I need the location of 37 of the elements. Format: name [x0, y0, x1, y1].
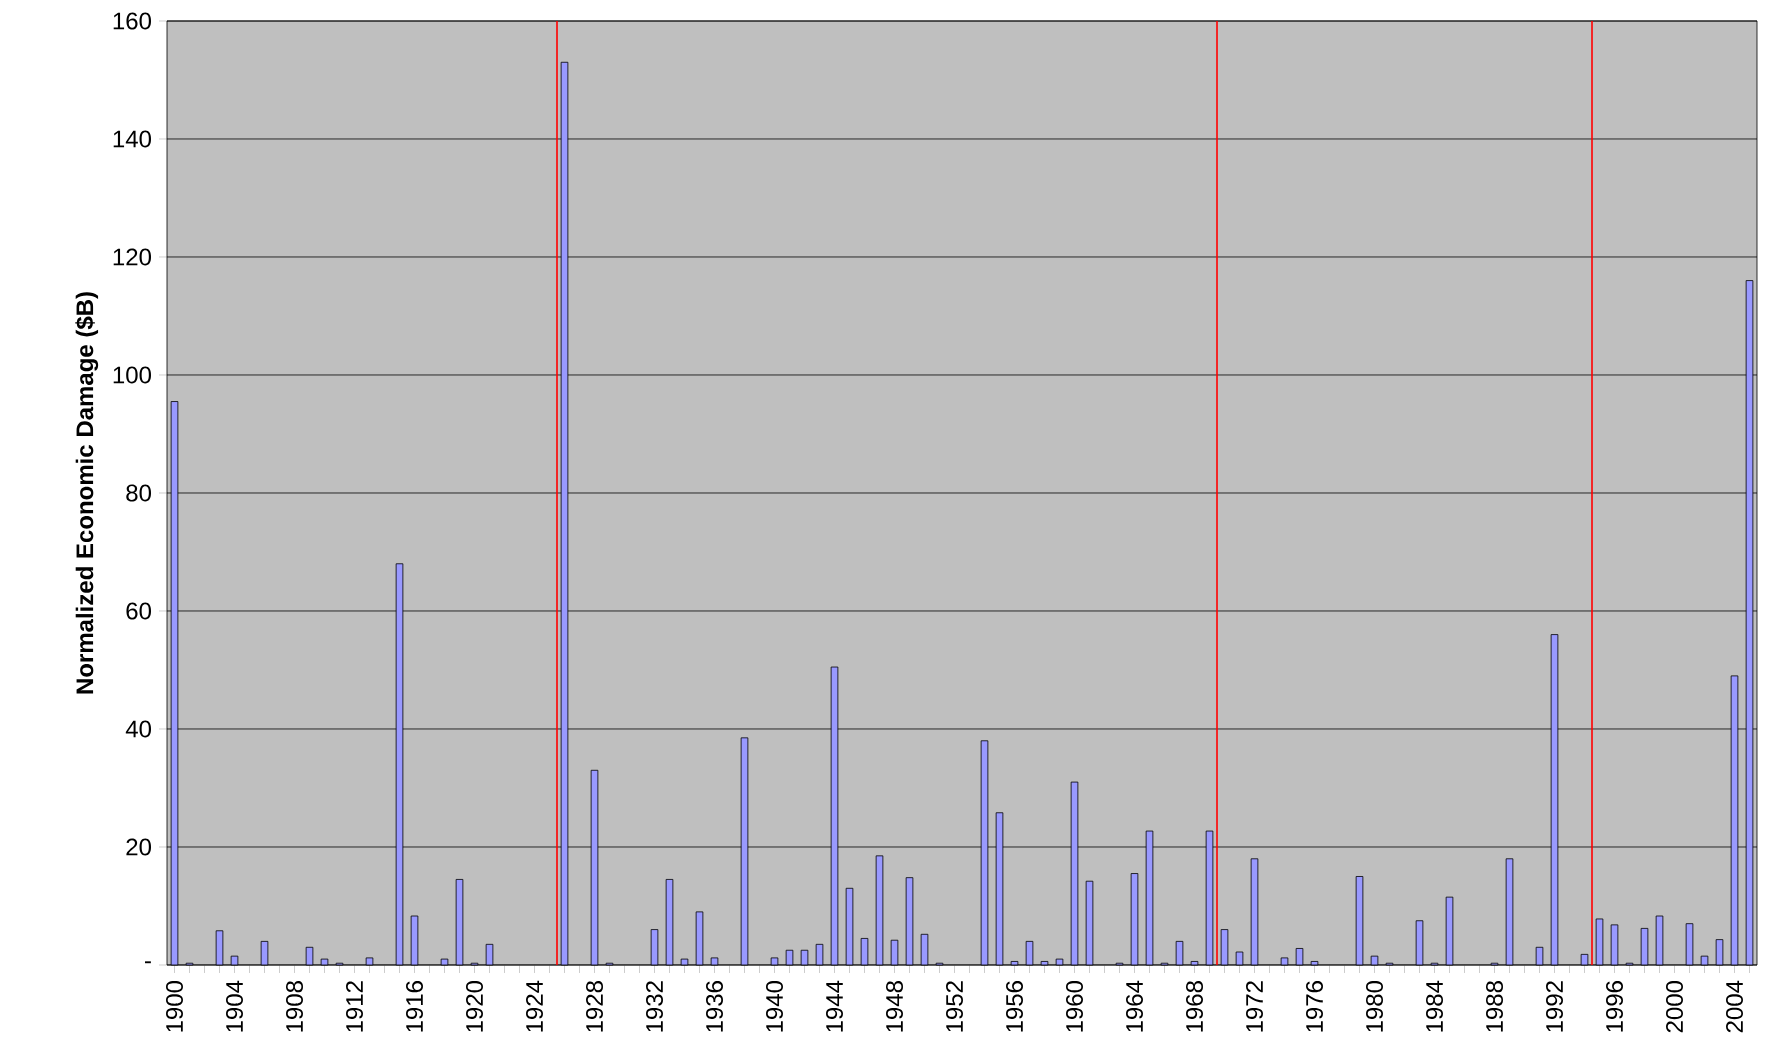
x-tick-label: 1916: [406, 981, 423, 1032]
x-tick-label: 1908: [286, 981, 303, 1032]
x-tick-label: 1900: [166, 980, 183, 1032]
x-tick-label: 1972: [1246, 981, 1263, 1032]
x-tick-label: 1928: [586, 981, 603, 1032]
x-tick-label: 1936: [706, 981, 723, 1032]
x-tick-label: 1912: [346, 981, 363, 1032]
x-tick-label: 2004: [1726, 980, 1743, 1033]
y-tick-label: -: [145, 961, 151, 964]
y-tick-label: 80: [126, 484, 152, 502]
x-tick-label: 1948: [886, 981, 903, 1032]
x-tick-label: 1960: [1066, 980, 1083, 1032]
x-tick-label: 1968: [1186, 981, 1203, 1032]
x-tick-label: 1932: [646, 981, 663, 1032]
x-tick-label: 1988: [1486, 981, 1503, 1032]
y-axis-title: Normalized Economic Damage ($B): [75, 292, 99, 694]
x-tick-label: 1904: [226, 980, 243, 1032]
y-tick-label: 20: [126, 838, 152, 856]
y-tick-label: 140: [113, 130, 151, 148]
x-tick-label: 1924: [526, 980, 543, 1032]
y-tick-label: 120: [113, 248, 151, 266]
x-tick-label: 1920: [466, 980, 483, 1032]
x-tick-label: 1980: [1366, 980, 1383, 1032]
x-tick-label: 1992: [1546, 981, 1563, 1032]
x-tick-label: 1984: [1426, 980, 1443, 1032]
y-tick-label: 160: [113, 12, 151, 30]
x-tick-label: 1964: [1126, 980, 1143, 1032]
x-tick-label: 1976: [1306, 981, 1323, 1032]
y-tick-label: 60: [126, 602, 152, 620]
y-tick-label: 40: [125, 720, 152, 738]
x-tick-label: 1996: [1606, 981, 1623, 1032]
x-tick-label: 2000: [1666, 980, 1683, 1033]
x-tick-label: 1952: [946, 981, 963, 1032]
y-tick-label: 100: [113, 366, 151, 384]
x-tick-label: 1940: [766, 980, 783, 1032]
x-tick-label: 1944: [826, 980, 843, 1032]
x-tick-label: 1956: [1006, 981, 1023, 1032]
